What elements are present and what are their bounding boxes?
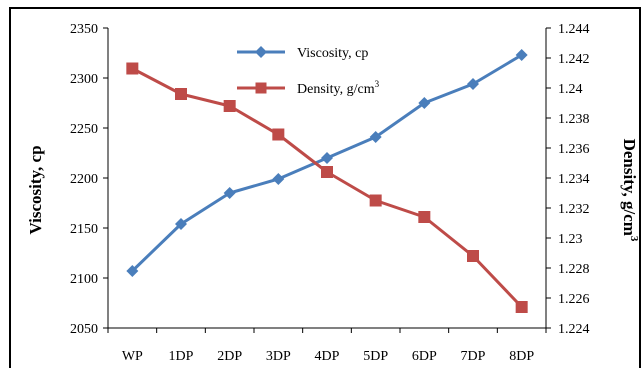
x-tick-label: 7DP <box>461 349 486 364</box>
data-point-viscosity <box>467 78 479 90</box>
data-point-viscosity <box>126 265 139 277</box>
x-tick-label: 8DP <box>509 349 534 364</box>
data-point-viscosity <box>418 97 431 109</box>
chart-border <box>9 7 641 373</box>
y-tick-label: 2100 <box>70 272 98 287</box>
y-axis-title: Viscosity, cp <box>26 145 45 234</box>
y2-tick-label: 1.24 <box>558 82 583 97</box>
y2-axis-title-sup: 3 <box>628 236 640 242</box>
y2-tick-label: 1.234 <box>558 172 590 187</box>
data-point-density <box>175 88 187 100</box>
data-point-viscosity <box>321 152 333 164</box>
data-point-density <box>126 62 139 75</box>
legend-label-density: Density, g/cm3 <box>297 79 380 97</box>
data-point-density <box>515 301 528 313</box>
y2-tick-label: 1.23 <box>558 232 583 247</box>
data-point-density <box>223 100 236 112</box>
data-point-viscosity <box>515 49 528 61</box>
data-point-density <box>369 194 382 207</box>
plot-area <box>126 49 528 313</box>
y2-tick-label: 1.244 <box>558 22 590 37</box>
data-point-density <box>418 211 431 223</box>
tick-labels: 2050 2100 2150 2200 2250 2300 2350 1.224 1.226 1.… <box>70 22 590 364</box>
y2-axis-title-base: Density, g/cm <box>620 139 639 236</box>
axes <box>103 27 551 333</box>
legend-item-density: Density, g/cm3 <box>237 79 380 97</box>
y-tick-label: 2350 <box>70 22 98 37</box>
data-point-density <box>467 250 479 262</box>
y2-tick-label: 1.236 <box>558 142 590 157</box>
x-tick-label: 4DP <box>315 349 340 364</box>
y2-tick-label: 1.238 <box>558 112 590 127</box>
legend-label-viscosity: Viscosity, cp <box>297 46 368 61</box>
y2-tick-label: 1.232 <box>558 202 590 217</box>
x-tick-label: 5DP <box>363 349 388 364</box>
y2-tick-label: 1.242 <box>558 52 590 67</box>
y2-tick-label: 1.228 <box>558 262 590 277</box>
y2-axis-title: Density, g/cm3 <box>620 139 640 242</box>
x-tick-label: 2DP <box>217 349 242 364</box>
legend-item-viscosity: Viscosity, cp <box>237 46 368 61</box>
x-tick-label: WP <box>122 349 143 364</box>
y-tick-label: 2200 <box>70 172 98 187</box>
legend-label-density-base: Density, g/cm <box>297 82 375 97</box>
legend-marker-density <box>255 82 267 94</box>
x-tick-label: 3DP <box>266 349 291 364</box>
y-tick-label: 2050 <box>70 322 98 337</box>
legend-label-density-sup: 3 <box>375 79 380 89</box>
data-point-density <box>321 166 333 178</box>
y2-tick-label: 1.224 <box>558 322 590 337</box>
data-point-viscosity <box>223 187 236 199</box>
y2-tick-label: 1.226 <box>558 292 590 307</box>
y-tick-label: 2250 <box>70 122 98 137</box>
data-point-density <box>272 128 285 141</box>
legend: Viscosity, cp Density, g/cm3 <box>237 46 380 97</box>
y-tick-label: 2300 <box>70 72 98 87</box>
legend-marker-viscosity <box>255 46 267 58</box>
series-line-density <box>131 67 523 309</box>
x-tick-label: 1DP <box>169 349 194 364</box>
data-point-viscosity <box>175 218 187 230</box>
x-tick-label: 6DP <box>412 349 437 364</box>
y-tick-label: 2150 <box>70 222 98 237</box>
data-point-viscosity <box>369 131 382 143</box>
data-point-viscosity <box>272 173 285 185</box>
